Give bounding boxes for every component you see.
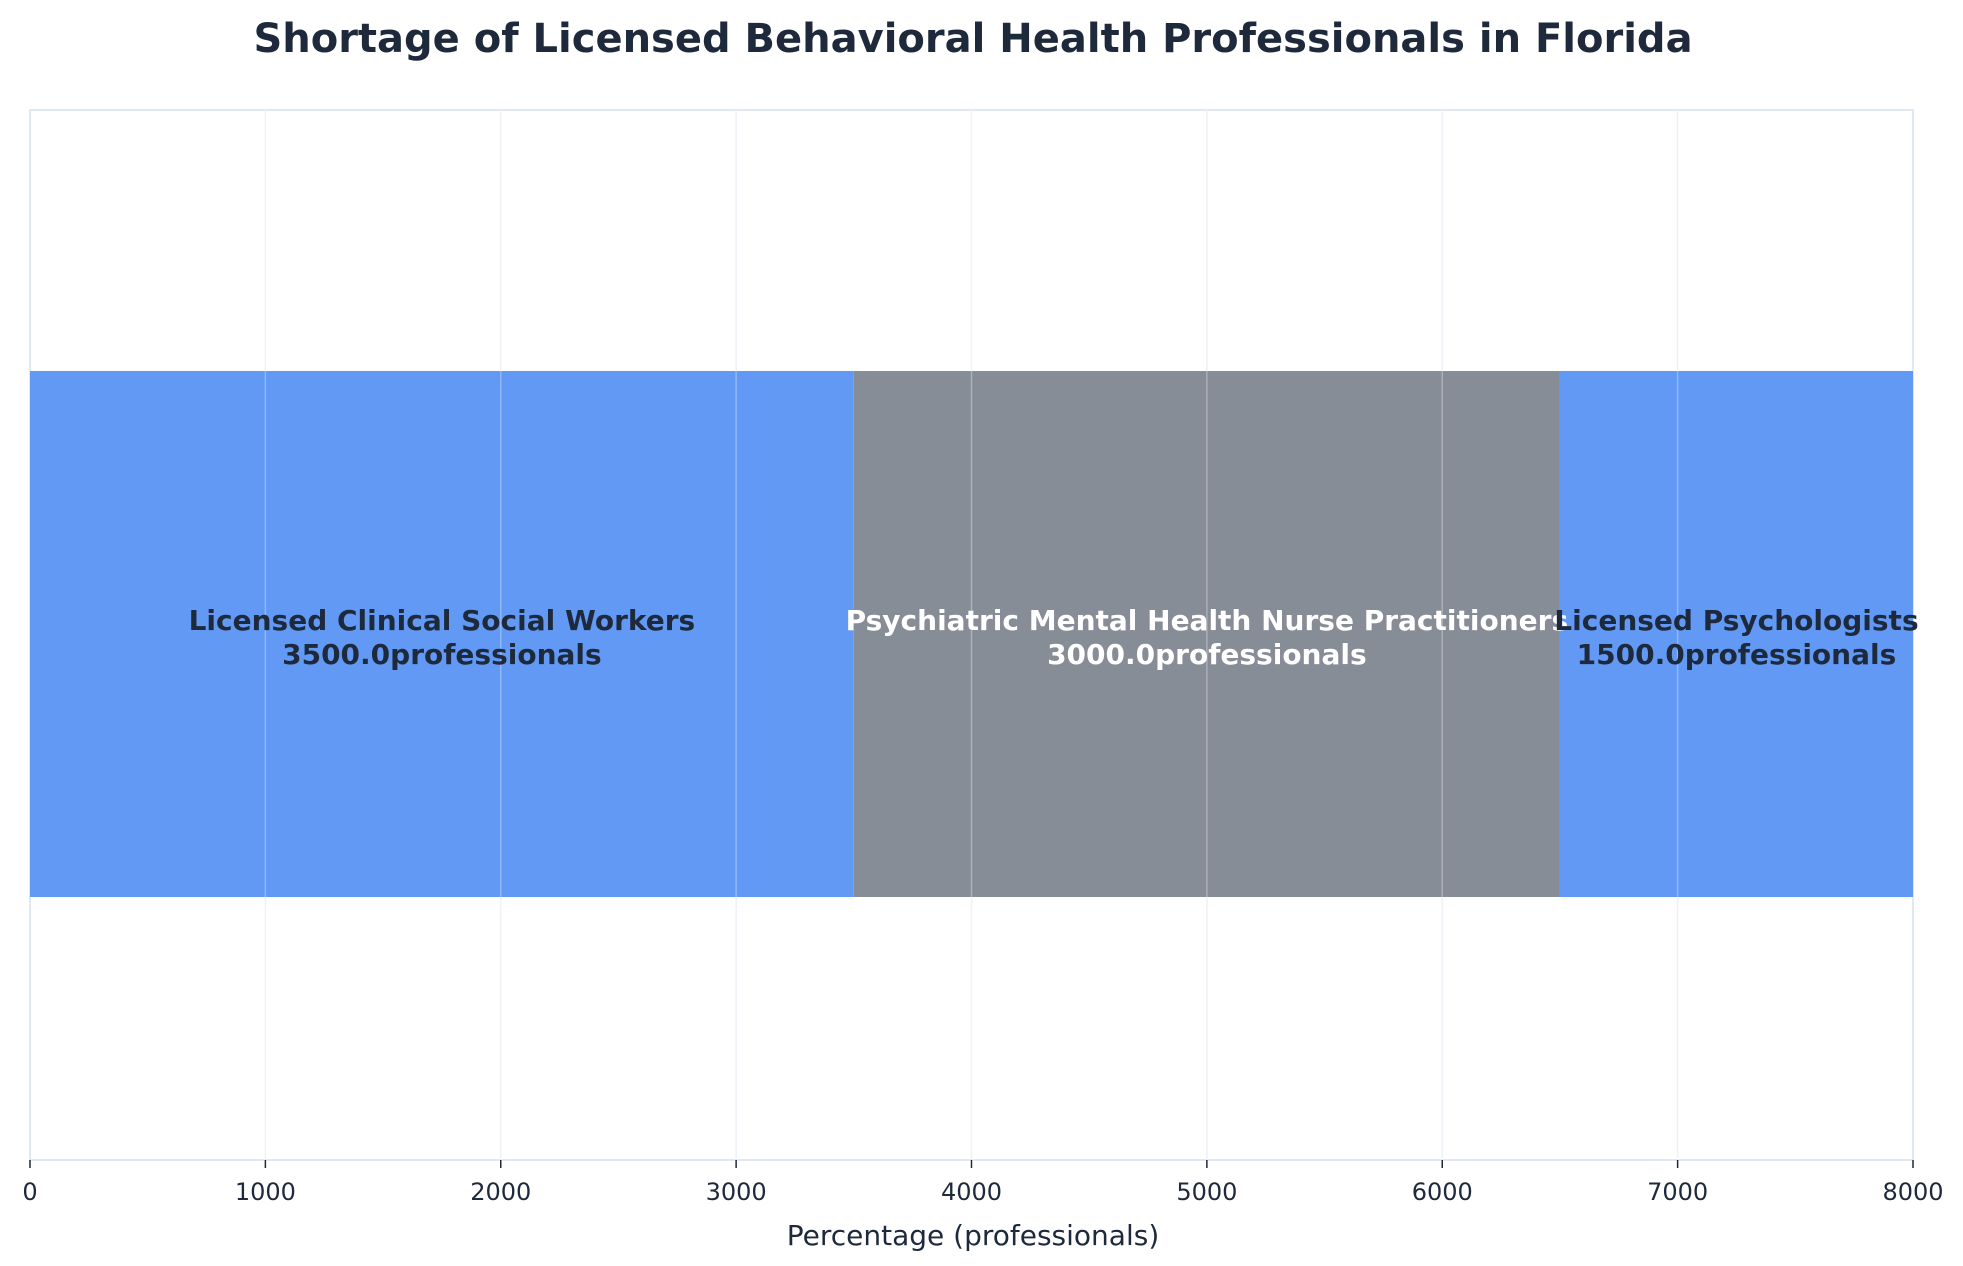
bar-segment <box>853 371 1560 897</box>
segment-value-label: 1500.0professionals <box>1577 638 1897 671</box>
x-tick-label: 1000 <box>235 1178 296 1206</box>
x-tick-label: 2000 <box>470 1178 531 1206</box>
bar-segment <box>1559 371 1913 897</box>
x-axis-ticks: 0 1000 2000 3000 4000 5000 6000 7000 8000 <box>22 1160 1944 1206</box>
bar-segment <box>30 371 854 897</box>
bars <box>30 371 1913 897</box>
segment-value-label: 3500.0professionals <box>282 638 602 671</box>
x-tick-label: 7000 <box>1647 1178 1708 1206</box>
x-axis-label: Percentage (professionals) <box>787 1219 1160 1252</box>
x-tick-label: 6000 <box>1412 1178 1473 1206</box>
segment-labels: Licensed Clinical Social Workers3500.0pr… <box>189 604 1919 671</box>
segment-name-label: Licensed Psychologists <box>1554 604 1918 637</box>
x-tick-label: 0 <box>22 1178 37 1206</box>
segment-name-label: Psychiatric Mental Health Nurse Practiti… <box>846 604 1569 637</box>
x-tick-label: 5000 <box>1176 1178 1237 1206</box>
segment-value-label: 3000.0professionals <box>1047 638 1367 671</box>
x-tick-label: 3000 <box>706 1178 767 1206</box>
segment-name-label: Licensed Clinical Social Workers <box>189 604 696 637</box>
grid-overlay <box>264 371 1679 897</box>
x-tick-label: 8000 <box>1882 1178 1943 1206</box>
chart-title: Shortage of Licensed Behavioral Health P… <box>253 16 1692 62</box>
x-tick-label: 4000 <box>941 1178 1002 1206</box>
